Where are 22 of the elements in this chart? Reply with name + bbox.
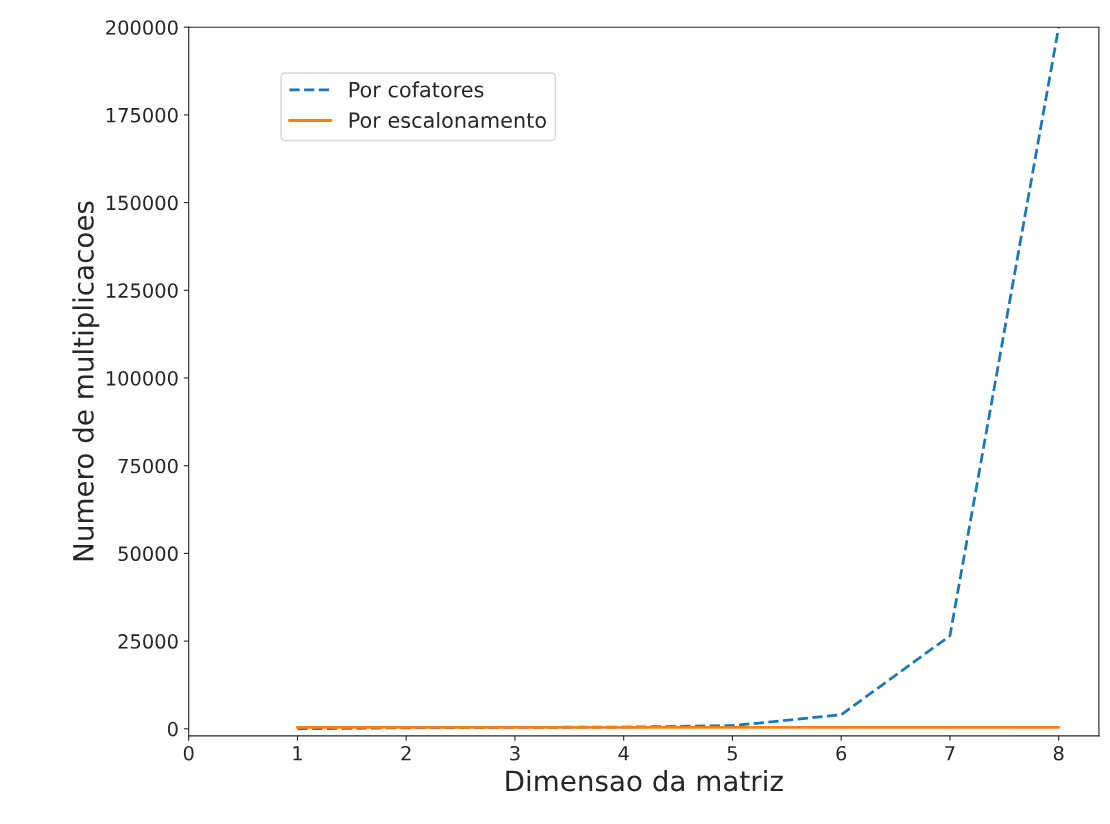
y-tick-label: 200000 [106,20,178,35]
x-tick-label: 6 [836,745,847,761]
x-tick-label: 1 [293,746,302,761]
x-tick-label: 5 [727,746,737,761]
x-tick-label: 4 [618,746,629,761]
legend-label: Por cofatores [349,81,484,98]
y-tick-label: 25000 [118,634,178,649]
y-tick-label: 100000 [106,370,178,386]
y-axis-title: Numero de multiplicacoes [72,201,100,561]
y-tick-label: 0 [167,721,178,737]
y-tick-label: 175000 [106,107,178,123]
y-tick-label: 75000 [118,458,178,474]
y-tick-label: 125000 [106,283,178,298]
x-axis-title: Dimensao da matriz [506,769,783,792]
y-tick-label: 150000 [106,195,178,211]
x-tick-label: 7 [945,746,955,761]
x-tick-label: 2 [401,745,411,761]
x-tick-label: 3 [510,745,520,761]
y-tick-label: 50000 [118,546,178,562]
legend-label: Por escalonamento [349,111,546,129]
x-tick-label: 0 [183,745,194,761]
x-tick-label: 8 [1053,745,1064,761]
